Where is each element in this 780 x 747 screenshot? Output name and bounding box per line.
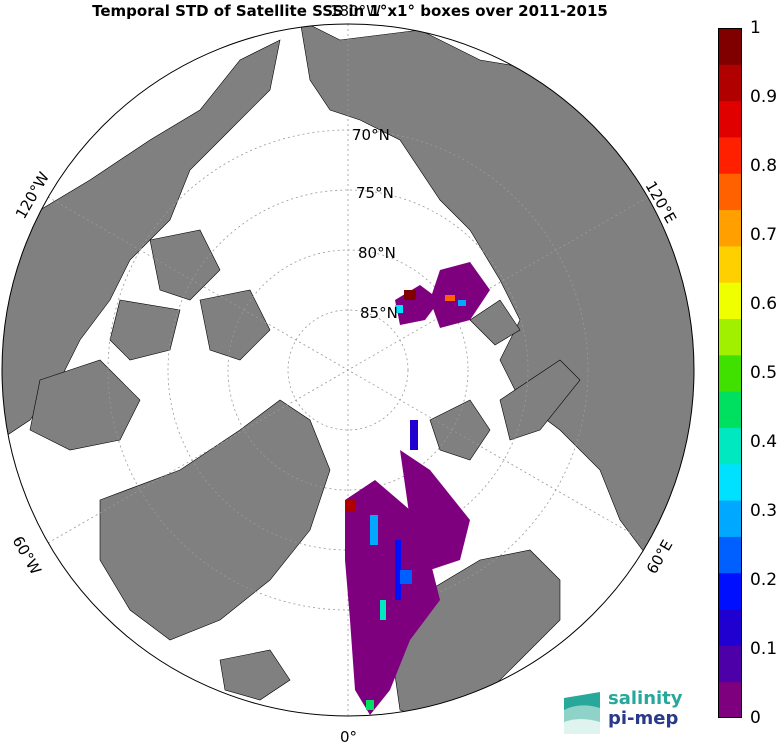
lon-label-top: 180°W bbox=[330, 2, 381, 20]
colorbar-tick-label: 0.8 bbox=[750, 156, 778, 176]
colorbar-tick-label: 0.1 bbox=[750, 639, 778, 659]
colorbar-segment bbox=[718, 681, 742, 718]
salinity-pi-mep-logo: salinity pi-mep bbox=[560, 688, 690, 738]
lat-label-85: 85°N bbox=[360, 304, 398, 322]
lat-label-80: 80°N bbox=[358, 244, 396, 262]
colorbar-segment bbox=[718, 282, 742, 320]
land-masses bbox=[2, 24, 694, 716]
sss-std-patches-north bbox=[395, 262, 490, 328]
colorbar-segment bbox=[718, 500, 742, 537]
lat-label-75: 75°N bbox=[356, 184, 394, 202]
colorbar-segment bbox=[718, 645, 742, 683]
colorbar-segment bbox=[718, 609, 742, 646]
colorbar-segment bbox=[718, 427, 742, 465]
logo-line1: salinity bbox=[608, 688, 683, 709]
logo-wave-icon bbox=[564, 692, 600, 734]
map-boundary bbox=[1, 23, 695, 717]
polar-map: 70°N 75°N 80°N 85°N 180°W 120°W 120°E 60… bbox=[1, 2, 695, 746]
colorbar-segment bbox=[718, 28, 742, 65]
colorbar-tick-label: 0.4 bbox=[750, 432, 778, 452]
colorbar-segment bbox=[718, 64, 742, 102]
colorbar-segment bbox=[718, 100, 742, 138]
lon-label-bottom: 0° bbox=[340, 728, 357, 746]
map-title: Temporal STD of Satellite SSS in 1°x1° b… bbox=[92, 2, 608, 20]
colorbar-segment bbox=[718, 536, 742, 574]
colorbar-tick-label: 0.6 bbox=[750, 294, 778, 314]
colorbar-segment bbox=[718, 245, 742, 283]
colorbar-segment bbox=[718, 136, 742, 174]
colorbar bbox=[718, 28, 742, 718]
colorbar-tick-label: 0.5 bbox=[750, 363, 778, 383]
colorbar-segment bbox=[718, 209, 742, 247]
colorbar-segment bbox=[718, 572, 742, 610]
colorbar-tick-label: 0.3 bbox=[750, 501, 778, 521]
sss-std-patches-south bbox=[345, 420, 470, 715]
colorbar-tick-label: 0.9 bbox=[750, 87, 778, 107]
graticule bbox=[47, 24, 649, 716]
colorbar-segment bbox=[718, 354, 742, 392]
lon-label-lower-left: 60°W bbox=[9, 533, 45, 578]
colorbar-segment bbox=[718, 463, 742, 501]
logo-line2: pi-mep bbox=[608, 708, 679, 729]
colorbar-tick-label: 0.7 bbox=[750, 225, 778, 245]
colorbar-tick-label: 0.2 bbox=[750, 570, 778, 590]
colorbar-segment bbox=[718, 318, 742, 356]
colorbar-border bbox=[718, 28, 742, 718]
colorbar-tick-label: 0 bbox=[750, 708, 761, 728]
colorbar-segment bbox=[718, 173, 742, 211]
colorbar-tick-label: 1 bbox=[750, 18, 761, 38]
lat-label-70: 70°N bbox=[352, 126, 390, 144]
colorbar-segment bbox=[718, 391, 742, 428]
